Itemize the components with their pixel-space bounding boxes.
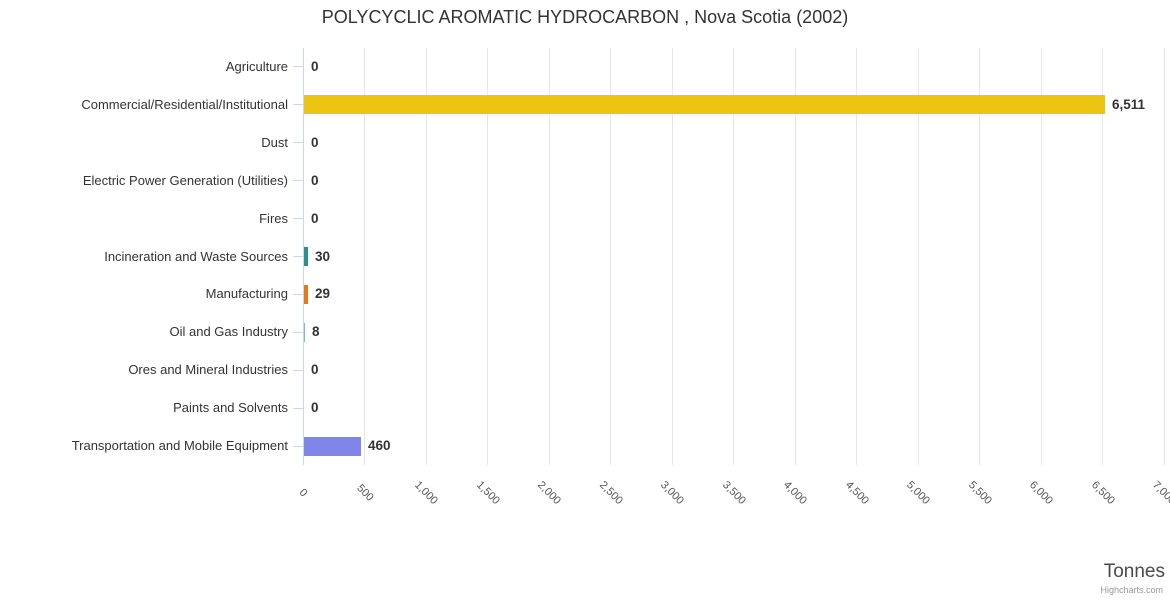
- x-axis-tick-label: 4,500: [842, 479, 871, 507]
- gridline: [733, 48, 734, 465]
- x-axis-tick-label: 7,000: [1150, 479, 1170, 507]
- gridline: [425, 48, 427, 465]
- chart-title: POLYCYCLIC AROMATIC HYDROCARBON , Nova S…: [321, 7, 849, 27]
- gridline: [671, 48, 673, 465]
- y-axis-tick: [293, 293, 303, 295]
- value-label: 6,511: [1112, 96, 1146, 112]
- y-axis-line: [303, 48, 304, 465]
- bar[interactable]: [304, 284, 308, 304]
- x-axis-tick-label: 500: [353, 482, 376, 504]
- x-axis-tick-label: 4,000: [781, 479, 809, 507]
- gridline: [610, 48, 611, 465]
- bar[interactable]: [304, 322, 305, 342]
- y-axis-tick: [293, 218, 303, 220]
- x-axis-tick-label: 6,000: [1027, 479, 1055, 507]
- y-axis-tick: [293, 104, 303, 106]
- gridline: [487, 48, 488, 465]
- gridline: [1102, 48, 1103, 465]
- gridline: [856, 48, 857, 465]
- value-label: 0: [311, 58, 319, 74]
- category-label: Manufacturing: [205, 286, 288, 302]
- gridline: [364, 48, 365, 465]
- x-axis-tick-label: 3,500: [719, 479, 748, 507]
- y-axis-tick: [293, 142, 303, 144]
- value-label: 29: [315, 286, 331, 302]
- x-axis-tick-label: 2,000: [535, 479, 563, 507]
- x-axis-tick-label: 6,500: [1088, 479, 1117, 507]
- x-axis-title: Tonnes: [1103, 561, 1165, 582]
- value-label: 0: [311, 134, 319, 150]
- category-label: Fires: [259, 210, 288, 226]
- value-label: 8: [312, 324, 320, 340]
- y-axis-tick: [293, 369, 303, 371]
- gridline: [917, 48, 919, 465]
- category-label: Dust: [261, 134, 288, 150]
- value-label: 0: [311, 210, 319, 226]
- y-axis-tick: [293, 256, 303, 257]
- y-axis-tick: [293, 66, 303, 68]
- value-label: 460: [368, 438, 391, 454]
- x-axis-tick-label: 1,000: [412, 479, 440, 507]
- gridline: [1040, 48, 1042, 465]
- category-label: Oil and Gas Industry: [169, 324, 289, 340]
- category-label: Incineration and Waste Sources: [104, 248, 288, 264]
- y-axis-tick: [293, 180, 303, 182]
- gridline: [1163, 48, 1165, 465]
- gridline: [979, 48, 980, 465]
- x-axis-tick-label: 3,000: [658, 479, 686, 507]
- x-axis-tick-label: 5,000: [904, 479, 932, 507]
- value-label: 0: [311, 362, 319, 378]
- y-axis-tick: [293, 445, 303, 447]
- category-label: Paints and Solvents: [173, 400, 288, 416]
- value-label: 0: [311, 400, 319, 416]
- y-axis-tick: [293, 331, 303, 333]
- bar[interactable]: [304, 247, 308, 266]
- x-axis-tick-label: 2,500: [596, 479, 625, 507]
- category-label: Electric Power Generation (Utilities): [82, 172, 288, 188]
- highcharts-credits-link[interactable]: Highcharts.com: [1100, 585, 1163, 595]
- x-axis-tick-label: 5,500: [965, 479, 994, 507]
- x-axis-tick-label: 0: [296, 486, 310, 500]
- category-label: Commercial/Residential/Institutional: [81, 96, 288, 112]
- value-label: 30: [315, 248, 331, 264]
- gridline: [794, 48, 796, 465]
- bar[interactable]: [304, 436, 361, 456]
- category-label: Agriculture: [225, 58, 288, 74]
- bar[interactable]: [304, 95, 1105, 115]
- category-label: Transportation and Mobile Equipment: [71, 438, 288, 454]
- x-axis-tick-label: 1,500: [473, 479, 502, 507]
- gridline: [548, 48, 550, 465]
- value-label: 0: [311, 172, 319, 188]
- category-label: Ores and Mineral Industries: [128, 362, 288, 378]
- y-axis-tick: [293, 407, 303, 409]
